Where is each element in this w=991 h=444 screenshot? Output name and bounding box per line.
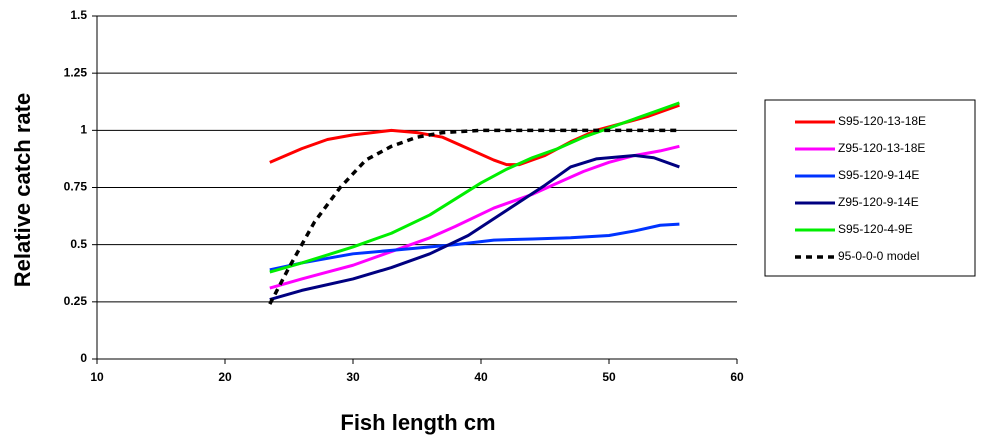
x-tick-label: 20: [218, 370, 232, 384]
legend-label: Z95-120-9-14E: [838, 195, 919, 209]
series-line: [269, 101, 680, 274]
legend-label: S95-120-9-14E: [838, 168, 919, 182]
y-tick-label: 0: [80, 351, 87, 365]
y-tick-label: 1: [80, 123, 87, 137]
y-axis-title: Relative catch rate: [10, 93, 35, 287]
series-line: [269, 222, 680, 272]
series-line: [269, 144, 680, 290]
x-tick-label: 30: [346, 370, 360, 384]
legend-label: S95-120-4-9E: [838, 222, 913, 236]
legend-label: S95-120-13-18E: [838, 114, 926, 128]
y-tick-label: 0.75: [64, 180, 88, 194]
y-tick-label: 0.25: [64, 294, 88, 308]
legend-box: [764, 99, 976, 277]
x-tick-label: 40: [474, 370, 488, 384]
x-tick-label: 50: [602, 370, 616, 384]
y-tick-label: 1.25: [64, 65, 88, 79]
legend-label: Z95-120-13-18E: [838, 141, 925, 155]
legend-label: 95-0-0-0 model: [838, 249, 919, 263]
series-line: [269, 153, 680, 301]
x-axis-title: Fish length cm: [340, 410, 495, 435]
y-tick-label: 1.5: [70, 8, 87, 22]
y-tick-label: 0.5: [70, 237, 87, 251]
x-tick-label: 10: [90, 370, 104, 384]
x-tick-label: 60: [730, 370, 744, 384]
